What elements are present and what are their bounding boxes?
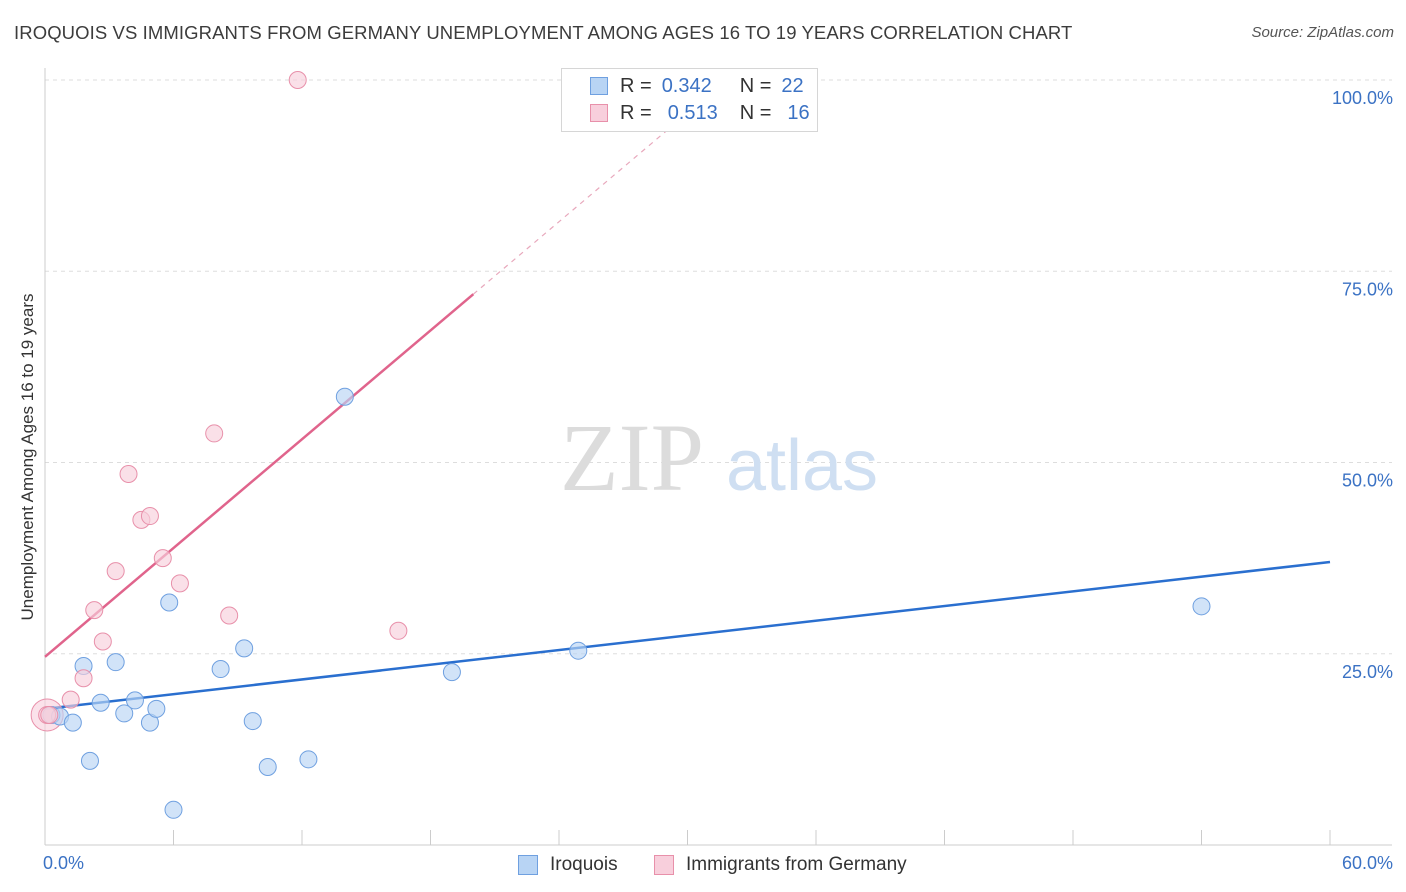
data-point-iroquois bbox=[106, 653, 125, 672]
tick-labels: 25.0% 50.0% 75.0% 100.0% 0.0% 60.0% bbox=[43, 88, 1393, 873]
legend-r-value: 0.342 bbox=[661, 74, 712, 97]
bottom-legend-germany: Immigrants from Germany bbox=[654, 852, 907, 878]
data-point-germany bbox=[389, 621, 408, 640]
bottom-legend-iroquois: Iroquois bbox=[518, 852, 618, 878]
data-point-germany bbox=[74, 669, 93, 688]
legend-n-label: N = bbox=[739, 101, 772, 124]
trend-lines bbox=[44, 121, 1331, 711]
data-point-germany bbox=[106, 562, 125, 581]
data-point-iroquois bbox=[258, 757, 277, 776]
x-tick-label: 0.0% bbox=[43, 853, 84, 873]
y-axis-title: Unemployment Among Ages 16 to 19 years bbox=[18, 293, 37, 621]
watermark: ZIP atlas bbox=[560, 404, 878, 511]
watermark-zip: ZIP bbox=[560, 404, 704, 511]
source-credit: Source: ZipAtlas.com bbox=[1251, 24, 1394, 41]
legend-r-label: R = bbox=[620, 74, 652, 97]
trend-extension-germany bbox=[472, 121, 678, 295]
legend-swatch-iroquois bbox=[590, 77, 608, 95]
data-point-germany bbox=[61, 690, 80, 709]
bottom-legend-swatch bbox=[654, 855, 674, 875]
data-point-iroquois bbox=[91, 693, 110, 712]
trend-line-germany bbox=[44, 293, 475, 658]
data-point-iroquois bbox=[160, 593, 179, 612]
trend-line-iroquois bbox=[44, 560, 1331, 711]
bottom-legend-swatch bbox=[518, 855, 538, 875]
data-point-iroquois bbox=[80, 751, 99, 770]
legend-row-germany: R = 0.513 N = 16 bbox=[620, 101, 810, 125]
data-point-iroquois bbox=[299, 750, 318, 769]
chart-title: IROQUOIS VS IMMIGRANTS FROM GERMANY UNEM… bbox=[14, 22, 1073, 43]
y-tick-label: 50.0% bbox=[1342, 471, 1393, 491]
legend-row-iroquois: R = 0.342 N = 22 bbox=[620, 74, 804, 98]
data-point-germany bbox=[93, 632, 112, 651]
data-point-iroquois bbox=[125, 691, 144, 710]
legend-n-value: 16 bbox=[787, 101, 810, 124]
data-point-germany bbox=[85, 601, 104, 620]
data-point-iroquois bbox=[63, 713, 82, 732]
legend-n-value: 22 bbox=[781, 74, 804, 97]
data-point-iroquois bbox=[569, 641, 588, 660]
gridlines bbox=[45, 79, 1392, 655]
data-point-iroquois bbox=[147, 699, 166, 718]
data-point-germany bbox=[220, 606, 239, 625]
legend-r-value: 0.513 bbox=[667, 101, 718, 124]
x-tick-label: 60.0% bbox=[1342, 853, 1393, 873]
data-point-iroquois bbox=[211, 660, 230, 679]
bottom-legend-label: Immigrants from Germany bbox=[686, 854, 907, 875]
legend-swatch-germany bbox=[590, 104, 608, 122]
data-point-iroquois bbox=[335, 387, 354, 406]
y-tick-label: 25.0% bbox=[1342, 662, 1393, 682]
axes bbox=[44, 68, 1392, 846]
correlation-legend: R = 0.342 N = 22 R = 0.513 N = 16 bbox=[561, 68, 818, 132]
legend-r-label: R = bbox=[620, 101, 652, 124]
data-point-germany bbox=[205, 424, 224, 443]
data-point-germany bbox=[288, 71, 307, 89]
y-tick-label: 100.0% bbox=[1332, 88, 1393, 108]
data-point-iroquois bbox=[164, 800, 183, 819]
data-point-germany bbox=[40, 705, 59, 724]
data-point-germany bbox=[140, 507, 159, 526]
y-tick-label: 75.0% bbox=[1342, 279, 1393, 299]
data-point-germany bbox=[153, 549, 172, 568]
data-point-iroquois bbox=[235, 639, 254, 658]
watermark-atlas: atlas bbox=[726, 426, 878, 506]
data-point-iroquois bbox=[442, 663, 461, 682]
bottom-legend-label: Iroquois bbox=[550, 854, 618, 875]
data-point-germany bbox=[119, 464, 138, 483]
data-point-iroquois bbox=[115, 704, 134, 723]
data-point-germany bbox=[170, 574, 189, 593]
data-points bbox=[30, 71, 1211, 819]
data-point-iroquois bbox=[1192, 597, 1211, 616]
legend-n-label: N = bbox=[739, 74, 772, 97]
data-point-iroquois bbox=[243, 712, 262, 731]
